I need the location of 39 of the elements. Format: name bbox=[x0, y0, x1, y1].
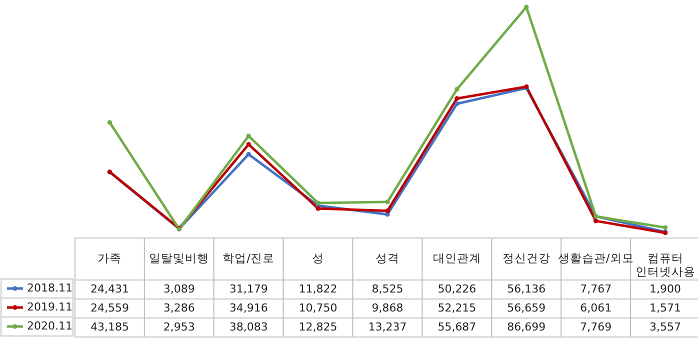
data-label: 86,699 bbox=[507, 320, 546, 334]
data-label: 31,179 bbox=[229, 282, 268, 296]
x-tick-label: 성 bbox=[312, 251, 324, 265]
data-label: 24,431 bbox=[90, 282, 129, 296]
data-label: 38,083 bbox=[229, 320, 268, 334]
data-label: 7,769 bbox=[580, 320, 612, 334]
data-label: 13,237 bbox=[368, 320, 407, 334]
x-tick-label: 성격 bbox=[376, 251, 400, 265]
x-tick-label: 생활습관/외모 bbox=[558, 251, 634, 265]
x-tick-label: 대인관계 bbox=[432, 251, 481, 265]
data-label: 50,226 bbox=[438, 282, 476, 296]
data-label: 9,868 bbox=[372, 302, 404, 314]
legend-label: 2018.11 bbox=[27, 282, 72, 294]
data-label: 8,525 bbox=[372, 282, 404, 296]
data-label: 34,916 bbox=[229, 302, 268, 314]
data-label: 3,089 bbox=[163, 282, 195, 296]
data-label: 2,953 bbox=[163, 320, 195, 334]
data-label: 56,136 bbox=[507, 282, 546, 296]
data-label: 24,559 bbox=[90, 302, 129, 314]
data-label: 43,185 bbox=[90, 320, 129, 334]
x-tick-label: 학업/진로 bbox=[222, 251, 275, 265]
data-label: 12,825 bbox=[298, 320, 338, 334]
data-label: 55,687 bbox=[438, 320, 476, 334]
data-label: 6,061 bbox=[580, 302, 612, 314]
data-label: 52,215 bbox=[438, 302, 476, 314]
x-tick-label: 정신건강 bbox=[502, 251, 550, 265]
data-label: 10,750 bbox=[298, 302, 338, 314]
legend-label: 2019.11 bbox=[27, 300, 72, 314]
data-label: 1,900 bbox=[650, 282, 682, 296]
data-label: 3,557 bbox=[650, 320, 682, 334]
data-label: 1,571 bbox=[650, 302, 682, 314]
x-tick-label: 컴퓨터 인터넷사용 bbox=[635, 251, 696, 278]
data-label: 3,286 bbox=[163, 302, 195, 314]
data-label: 56,659 bbox=[507, 302, 546, 314]
legend-label: 2020.11 bbox=[27, 320, 72, 332]
data-label: 11,822 bbox=[298, 282, 338, 296]
x-tick-label: 가족 bbox=[98, 251, 122, 265]
x-tick-label: 일탈및비행 bbox=[149, 251, 210, 265]
data-label: 7,767 bbox=[580, 282, 612, 296]
